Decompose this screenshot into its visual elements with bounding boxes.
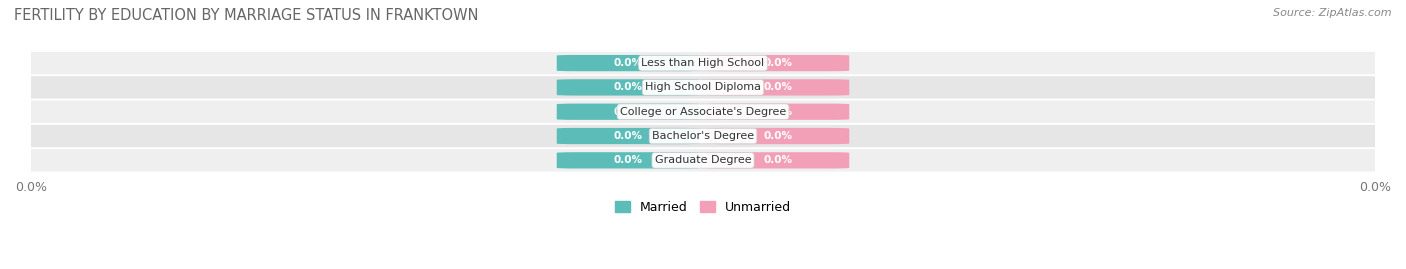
Text: 0.0%: 0.0% xyxy=(763,82,793,93)
Text: 0.0%: 0.0% xyxy=(763,58,793,68)
Text: 0.0%: 0.0% xyxy=(613,155,643,165)
Text: 0.0%: 0.0% xyxy=(613,107,643,117)
Text: 0.0%: 0.0% xyxy=(613,58,643,68)
Text: High School Diploma: High School Diploma xyxy=(645,82,761,93)
FancyBboxPatch shape xyxy=(707,55,849,71)
Text: 0.0%: 0.0% xyxy=(763,155,793,165)
FancyBboxPatch shape xyxy=(557,104,699,120)
Text: 0.0%: 0.0% xyxy=(763,107,793,117)
FancyBboxPatch shape xyxy=(557,55,699,71)
Text: 0.0%: 0.0% xyxy=(613,131,643,141)
FancyBboxPatch shape xyxy=(22,125,1384,147)
FancyBboxPatch shape xyxy=(22,149,1384,172)
FancyBboxPatch shape xyxy=(707,128,849,144)
Text: Bachelor's Degree: Bachelor's Degree xyxy=(652,131,754,141)
FancyBboxPatch shape xyxy=(557,152,699,168)
FancyBboxPatch shape xyxy=(22,101,1384,123)
Text: College or Associate's Degree: College or Associate's Degree xyxy=(620,107,786,117)
FancyBboxPatch shape xyxy=(557,128,699,144)
FancyBboxPatch shape xyxy=(22,52,1384,74)
Text: 0.0%: 0.0% xyxy=(763,131,793,141)
FancyBboxPatch shape xyxy=(707,104,849,120)
Text: 0.0%: 0.0% xyxy=(613,82,643,93)
Text: Source: ZipAtlas.com: Source: ZipAtlas.com xyxy=(1274,8,1392,18)
FancyBboxPatch shape xyxy=(22,76,1384,99)
Text: FERTILITY BY EDUCATION BY MARRIAGE STATUS IN FRANKTOWN: FERTILITY BY EDUCATION BY MARRIAGE STATU… xyxy=(14,8,478,23)
FancyBboxPatch shape xyxy=(707,79,849,95)
FancyBboxPatch shape xyxy=(707,152,849,168)
Text: Less than High School: Less than High School xyxy=(641,58,765,68)
FancyBboxPatch shape xyxy=(557,79,699,95)
Text: Graduate Degree: Graduate Degree xyxy=(655,155,751,165)
Legend: Married, Unmarried: Married, Unmarried xyxy=(610,196,796,219)
